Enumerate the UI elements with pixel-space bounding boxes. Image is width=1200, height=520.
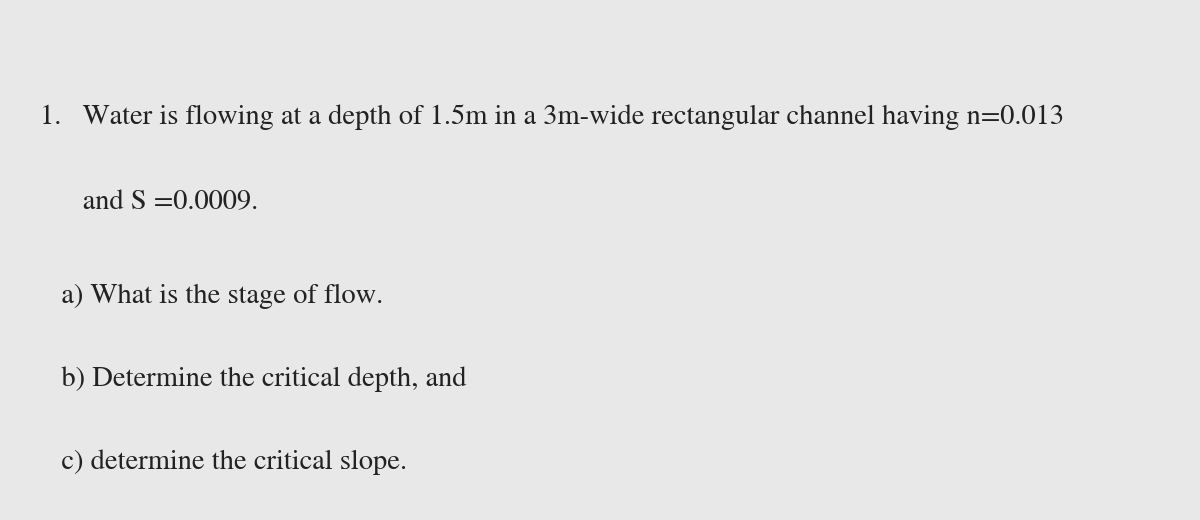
- Text: a) What is the stage of flow.: a) What is the stage of flow.: [40, 283, 383, 308]
- Text: and S =0.0009.: and S =0.0009.: [40, 190, 258, 215]
- Text: c) determine the critical slope.: c) determine the critical slope.: [40, 450, 407, 475]
- Text: 1.   Water is flowing at a depth of 1.5m in a 3m-wide rectangular channel having: 1. Water is flowing at a depth of 1.5m i…: [40, 104, 1064, 129]
- Text: b) Determine the critical depth, and: b) Determine the critical depth, and: [40, 367, 467, 392]
